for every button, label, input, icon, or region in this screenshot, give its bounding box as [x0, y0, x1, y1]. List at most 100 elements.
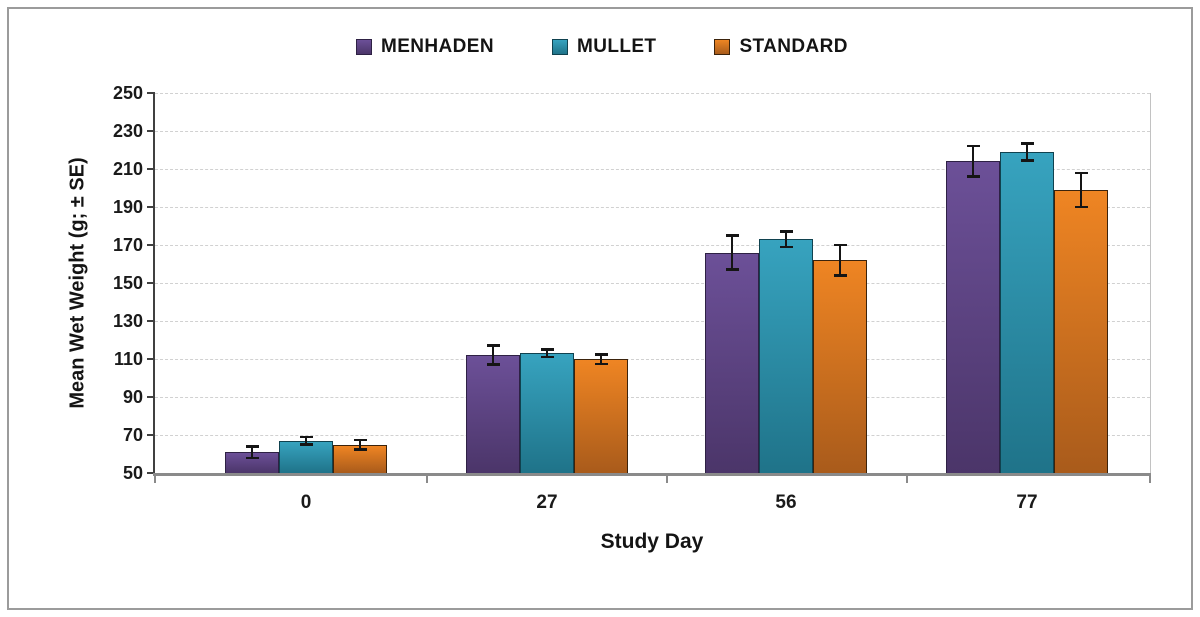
error-bar-cap	[299, 443, 313, 446]
y-tick-label: 110	[113, 349, 143, 369]
y-gridline	[155, 359, 1150, 360]
y-tick-mark	[147, 206, 155, 208]
legend-label: MENHADEN	[381, 36, 494, 57]
error-bar	[491, 345, 495, 365]
plot-right-border	[1150, 93, 1151, 473]
y-gridline	[155, 397, 1150, 398]
legend-label: MULLET	[576, 36, 657, 57]
error-bar-cap	[833, 243, 847, 247]
error-bar-cap	[594, 353, 608, 356]
y-tick-label: 190	[112, 197, 143, 217]
bar-menhaden-day77	[946, 161, 1000, 473]
error-bar	[1025, 143, 1029, 161]
error-bar-cap	[725, 268, 739, 271]
bar-standard-day27	[574, 359, 628, 473]
error-bar	[358, 439, 362, 450]
error-bar	[304, 436, 308, 445]
error-bar	[784, 231, 788, 247]
y-gridline	[155, 321, 1150, 322]
y-tick-label: 130	[112, 311, 143, 331]
error-bar-cap	[353, 438, 367, 441]
x-tick-label: 77	[1016, 492, 1038, 513]
x-tick-label: 56	[775, 492, 797, 513]
x-axis-title: Study Day	[600, 530, 704, 553]
y-tick-label: 50	[122, 463, 143, 483]
y-tick-label: 150	[112, 273, 143, 293]
y-tick-label: 210	[112, 159, 143, 179]
error-bar-cap	[486, 363, 500, 366]
y-tick-label: 250	[112, 83, 143, 103]
y-tick-mark	[147, 244, 155, 246]
error-bar	[730, 235, 734, 270]
y-tick-label: 70	[122, 425, 143, 445]
y-tick-mark	[147, 434, 155, 436]
y-gridline	[155, 207, 1150, 208]
error-bar-cap	[1074, 171, 1088, 175]
x-tick-mark	[905, 476, 908, 483]
error-bar-cap	[540, 348, 554, 351]
x-tick-label: 27	[536, 492, 558, 513]
y-tick-label: 170	[112, 235, 143, 255]
error-bar-cap	[299, 435, 313, 439]
error-bar	[971, 146, 975, 177]
y-tick-label: 230	[112, 121, 143, 141]
error-bar	[1079, 172, 1083, 207]
bar-standard-day56	[813, 260, 867, 473]
error-bar	[599, 354, 603, 364]
bar-mullet-day77	[1000, 151, 1054, 473]
x-tick-mark	[154, 476, 156, 483]
error-bar-cap	[540, 355, 554, 359]
chart-legend: MENHADEN MULLET STANDARD	[356, 36, 848, 58]
error-bar	[545, 349, 549, 358]
error-bar-cap	[779, 230, 793, 233]
y-tick-mark	[147, 130, 155, 132]
error-bar	[250, 446, 254, 458]
error-bar-cap	[833, 274, 847, 277]
y-gridline	[155, 435, 1150, 436]
y-tick-mark	[147, 320, 155, 322]
legend-label: STANDARD	[739, 36, 848, 57]
error-bar-cap	[245, 456, 259, 460]
x-tick-label: 0	[300, 492, 312, 513]
error-bar-cap	[1020, 159, 1034, 162]
y-axis-line	[153, 93, 155, 476]
legend-item-menhaden: MENHADEN	[356, 36, 494, 58]
x-tick-mark	[665, 476, 668, 483]
legend-item-standard: STANDARD	[714, 36, 847, 58]
x-axis-line	[153, 473, 1151, 476]
error-bar-cap	[486, 344, 500, 347]
error-bar-cap	[594, 362, 608, 365]
bar-menhaden-day56	[705, 252, 759, 473]
y-tick-mark	[147, 472, 155, 474]
x-tick-mark	[425, 476, 428, 483]
y-tick-mark	[147, 168, 155, 170]
y-gridline	[155, 131, 1150, 132]
y-tick-mark	[147, 396, 155, 398]
legend-item-mullet: MULLET	[551, 36, 657, 58]
error-bar-cap	[779, 245, 793, 249]
error-bar-cap	[353, 448, 367, 451]
error-bar	[838, 245, 842, 276]
legend-swatch-menhaden	[356, 39, 372, 55]
y-tick-mark	[147, 92, 155, 94]
legend-swatch-mullet	[551, 39, 568, 55]
y-gridline	[155, 245, 1150, 246]
bar-standard-day77	[1054, 189, 1108, 473]
error-bar-cap	[1020, 142, 1034, 145]
error-bar-cap	[1074, 205, 1088, 209]
y-gridline	[155, 93, 1150, 94]
bar-menhaden-day27	[466, 355, 520, 473]
legend-swatch-standard	[714, 39, 731, 55]
error-bar-cap	[725, 234, 739, 237]
y-gridline	[155, 283, 1150, 284]
x-tick-mark	[1149, 476, 1151, 483]
error-bar-cap	[966, 144, 980, 148]
y-tick-mark	[147, 282, 155, 284]
y-tick-mark	[147, 358, 155, 360]
error-bar-cap	[245, 445, 259, 448]
y-tick-label: 90	[122, 387, 143, 407]
y-axis-title: Mean Wet Weight (g; ± SE)	[66, 157, 89, 409]
y-gridline	[155, 169, 1150, 170]
bar-mullet-day56	[759, 239, 813, 473]
